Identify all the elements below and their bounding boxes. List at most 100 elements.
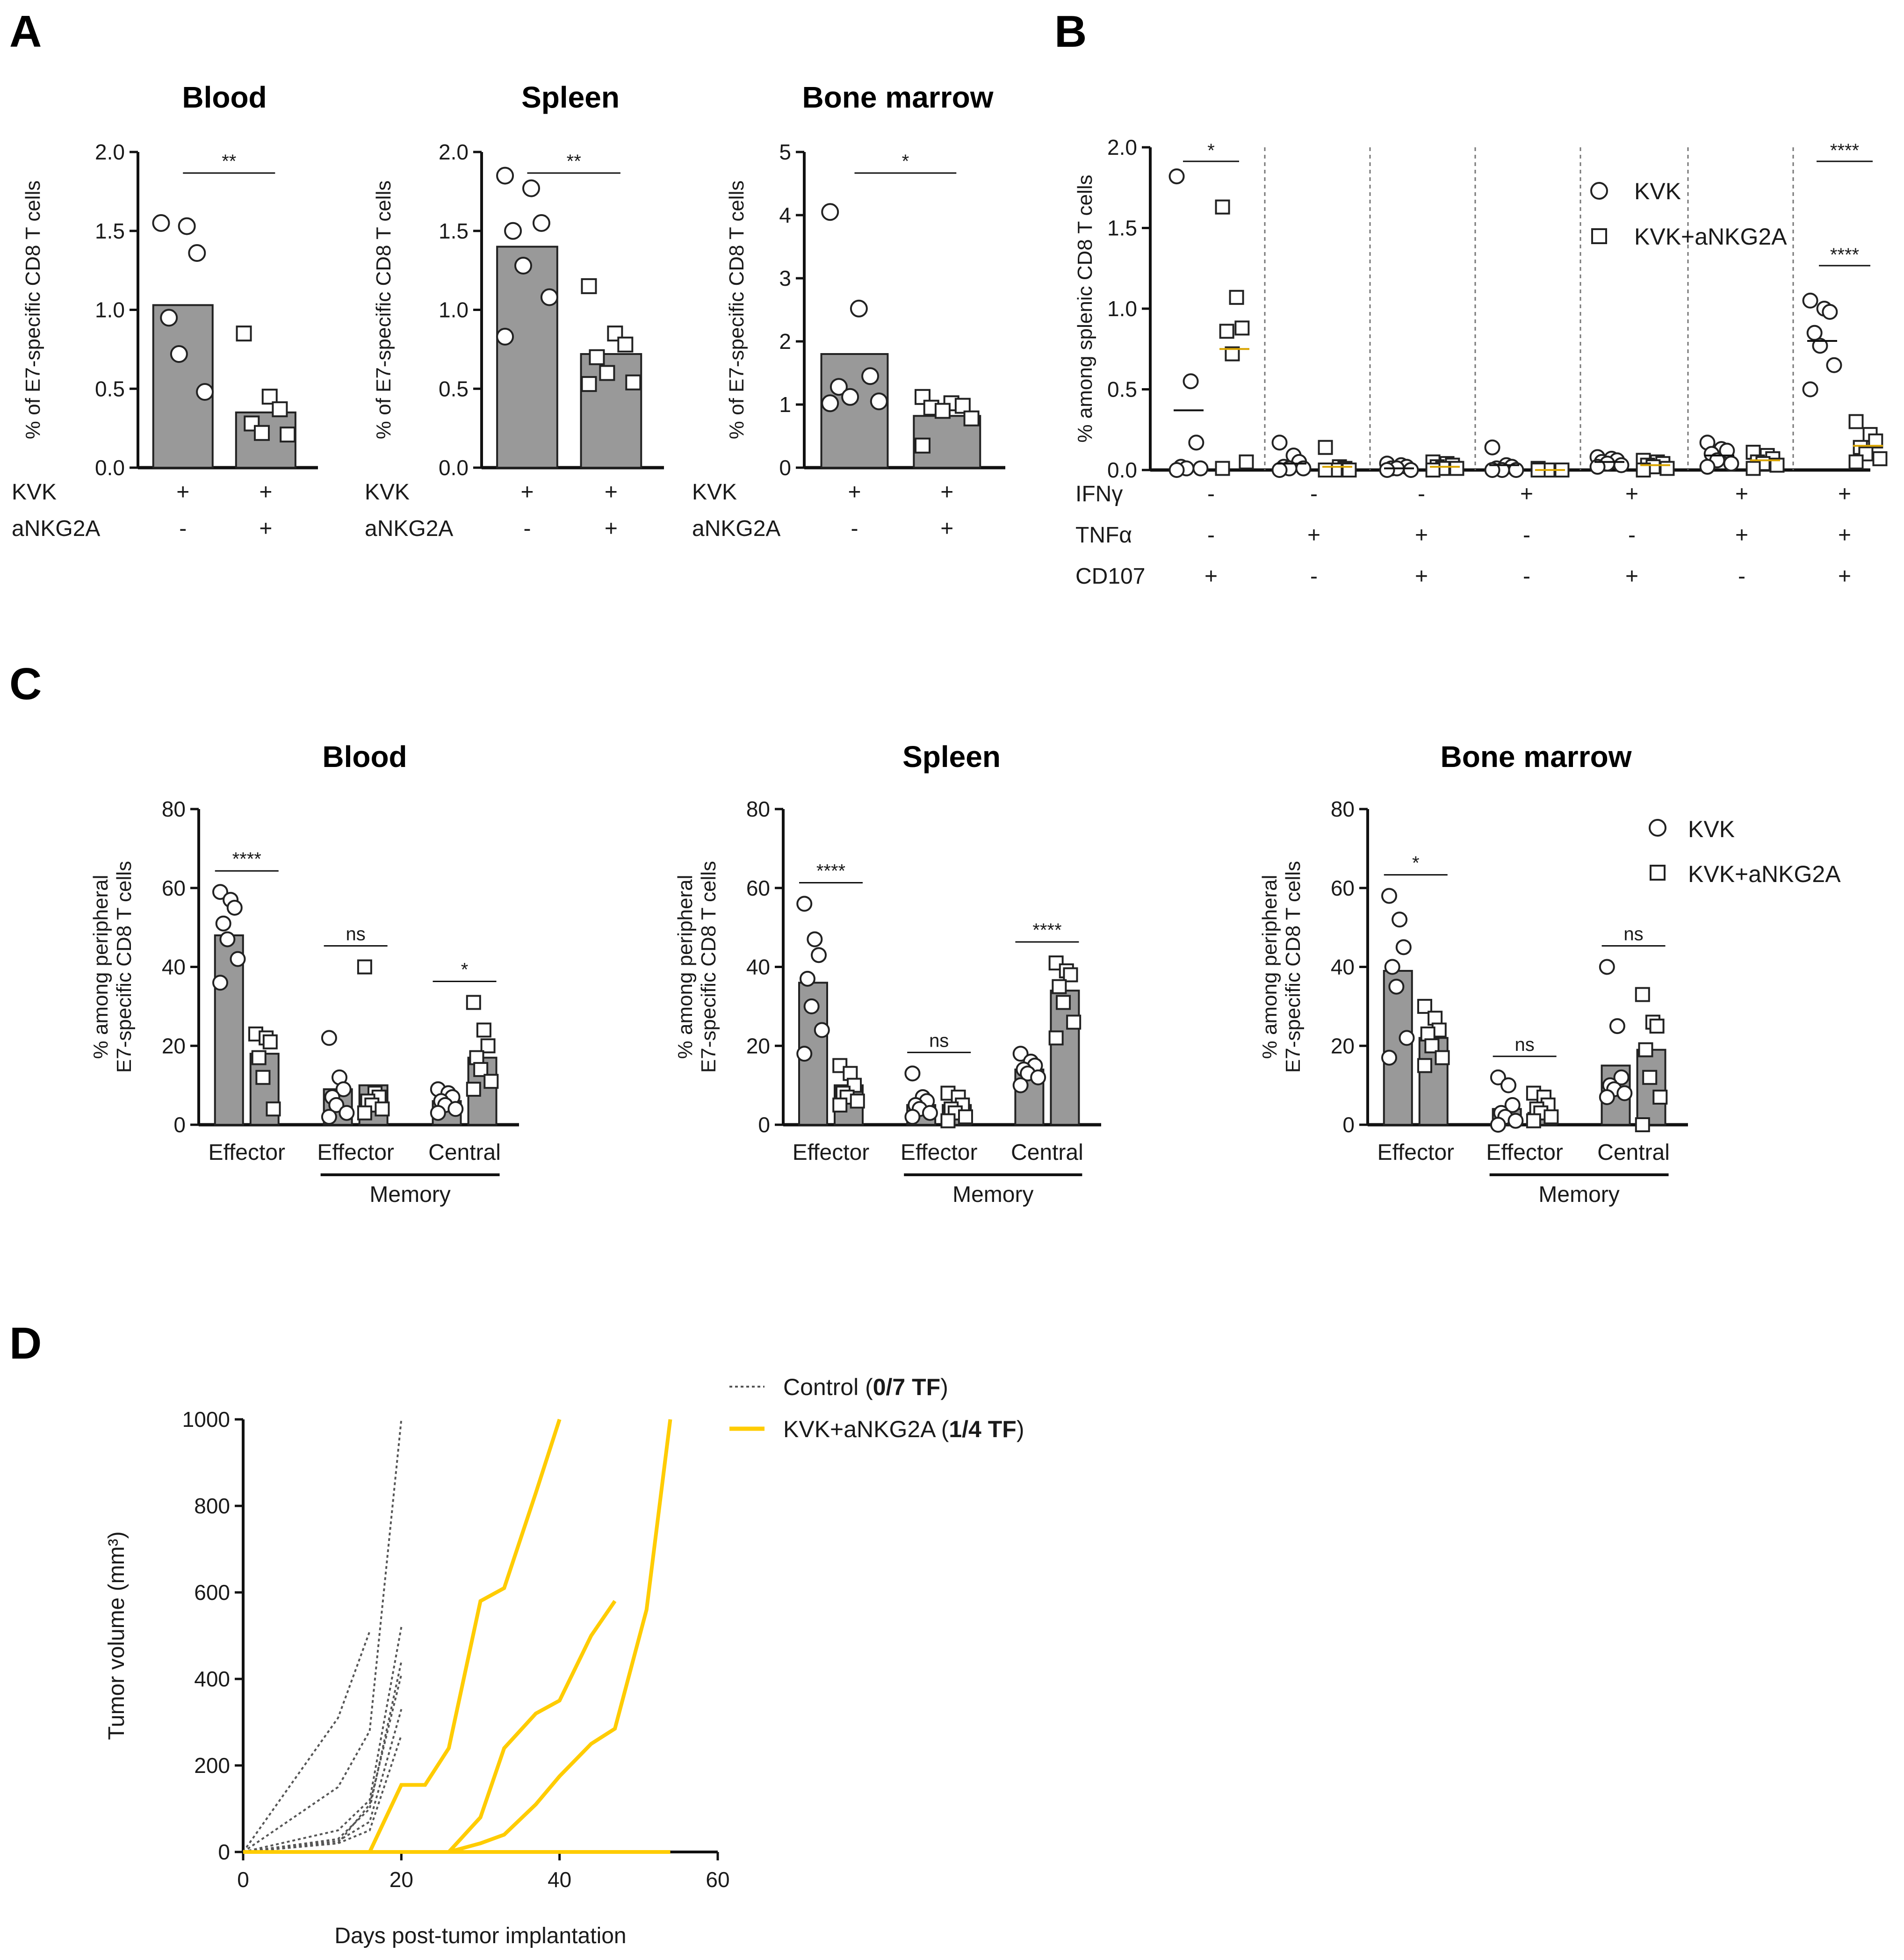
data-point-kvk <box>1381 1049 1397 1066</box>
data-point-kvk <box>796 1046 813 1062</box>
data-point-kvk-anKG2A <box>1048 955 1064 971</box>
data-point-kvk <box>1822 304 1838 320</box>
data-point-kvk <box>522 179 540 197</box>
condition-value: - <box>1310 482 1318 506</box>
data-point-kvk <box>1599 959 1615 975</box>
data-point-kvk <box>170 345 188 363</box>
data-point-kvk <box>1723 456 1739 472</box>
data-point-kvk-anKG2A <box>1219 324 1234 339</box>
category-label: Effector <box>793 1140 870 1165</box>
data-point-kvk <box>1504 1097 1521 1113</box>
y-tick-label: 0 <box>779 456 791 480</box>
chart-title: Spleen <box>521 80 620 114</box>
y-axis-label: % among splenic CD8 T cells <box>1074 174 1096 442</box>
chart-title: Bone marrow <box>802 80 994 114</box>
category-label: Effector <box>901 1140 978 1165</box>
data-point-kvk <box>226 899 243 916</box>
significance-label: **** <box>1830 245 1859 265</box>
y-tick-label: 0.0 <box>1107 458 1137 482</box>
data-point-kvk-anKG2A <box>850 1093 865 1109</box>
data-point-kvk-anKG2A <box>1425 463 1441 477</box>
category-label: Central <box>1011 1140 1083 1165</box>
y-axis-label: E7-specific CD8 T cells <box>697 861 720 1073</box>
legend-label-kvk-anKG2A: KVK+aNKG2A (1/4 TF) <box>783 1416 1024 1442</box>
chart-title: Blood <box>182 80 267 114</box>
data-point-kvk-anKG2A <box>1052 979 1067 994</box>
x-axis-label: Days post-tumor implantation <box>334 1924 626 1948</box>
data-point-kvk <box>178 217 196 235</box>
data-point-kvk-anKG2A <box>1341 463 1357 477</box>
data-point-kvk-anKG2A <box>1215 199 1230 215</box>
data-point-kvk <box>514 257 533 275</box>
condition-value: + <box>1204 564 1218 589</box>
data-point-kvk-anKG2A <box>251 1050 267 1065</box>
data-point-kvk-anKG2A <box>255 1070 271 1085</box>
significance-label: ns <box>1623 924 1643 945</box>
chart-a2: Spleen 0.0 0.5 1.0 1.5 2.0 % of E7-specific CD… <box>365 80 664 541</box>
data-point-kvk-anKG2A <box>1652 1089 1668 1105</box>
data-point-kvk <box>496 166 514 185</box>
data-point-kvk-anKG2A <box>958 1109 973 1125</box>
data-point-kvk <box>1484 439 1500 456</box>
data-point-kvk-anKG2A <box>589 349 605 365</box>
data-point-kvk-anKG2A <box>599 365 615 381</box>
data-point-kvk-anKG2A <box>261 389 278 405</box>
bar-kvk-anKG2A <box>1636 1049 1666 1126</box>
data-point-kvk-anKG2A <box>1229 289 1244 305</box>
chart-d: 0 200 400 600 800 1000 0 20 40 60 Days post-tumor … <box>104 1374 1024 1948</box>
data-point-kvk-anKG2A <box>375 1101 390 1117</box>
condition-value: + <box>1735 523 1748 548</box>
condition-value: + <box>605 516 618 541</box>
data-point-kvk <box>1613 1069 1630 1085</box>
data-point-kvk <box>504 222 522 240</box>
significance-label: **** <box>1830 140 1859 161</box>
x-tick-label: 20 <box>389 1867 413 1892</box>
data-point-kvk-anKG2A <box>1635 987 1650 1002</box>
data-point-kvk-anKG2A <box>1417 1058 1432 1073</box>
data-point-kvk <box>230 951 246 967</box>
category-label: Effector <box>317 1140 394 1165</box>
data-point-kvk-anKG2A <box>1872 451 1888 466</box>
data-point-kvk-anKG2A <box>1642 1070 1658 1085</box>
y-tick-label: 80 <box>746 797 770 821</box>
data-point-kvk <box>1403 462 1419 478</box>
bracket-label: Memory <box>1538 1182 1619 1207</box>
y-tick-label: 4 <box>779 203 791 227</box>
series-line-control <box>243 1627 403 1853</box>
panel-letter-a: A <box>9 7 42 57</box>
panel-letter-d: D <box>9 1318 42 1368</box>
legend-label-control: Control (0/7 TF) <box>783 1374 948 1400</box>
condition-value: - <box>1207 523 1215 548</box>
y-tick-label: 0.0 <box>439 456 469 480</box>
y-tick-label: 1.5 <box>1107 216 1137 240</box>
data-point-kvk-anKG2A <box>1745 461 1761 476</box>
x-tick-label: 0 <box>237 1867 249 1892</box>
y-tick-label: 2.0 <box>1107 135 1137 159</box>
data-point-kvk <box>1699 459 1716 475</box>
condition-label: aNKG2A <box>12 516 100 541</box>
significance-label: ** <box>567 151 581 172</box>
panel-letter-b: B <box>1054 7 1087 57</box>
data-point-kvk-anKG2A <box>581 278 597 294</box>
chart-title: Blood <box>322 740 407 774</box>
condition-value: + <box>848 480 861 505</box>
data-point-kvk <box>1826 357 1842 373</box>
data-point-kvk <box>1379 462 1395 478</box>
data-point-kvk <box>1802 381 1818 398</box>
data-point-kvk <box>152 214 170 232</box>
condition-value: + <box>1520 482 1533 506</box>
y-tick-label: 800 <box>194 1494 230 1518</box>
legend-label-kvk-anKG2A: KVK+aNKG2A <box>1688 861 1841 887</box>
data-point-kvk <box>821 203 839 221</box>
data-point-kvk-anKG2A <box>617 336 634 353</box>
condition-label: aNKG2A <box>365 516 453 541</box>
data-point-kvk <box>803 998 820 1014</box>
series-line-kvk-anKG2A <box>243 1600 617 1854</box>
legend-label-kvk: KVK <box>1688 816 1735 842</box>
data-point-kvk <box>1490 1117 1506 1133</box>
data-point-kvk-anKG2A <box>1066 1014 1082 1030</box>
y-tick-label: 1000 <box>182 1407 230 1432</box>
data-point-kvk <box>807 931 823 947</box>
condition-value: + <box>1625 564 1638 589</box>
data-point-kvk <box>1271 434 1288 451</box>
